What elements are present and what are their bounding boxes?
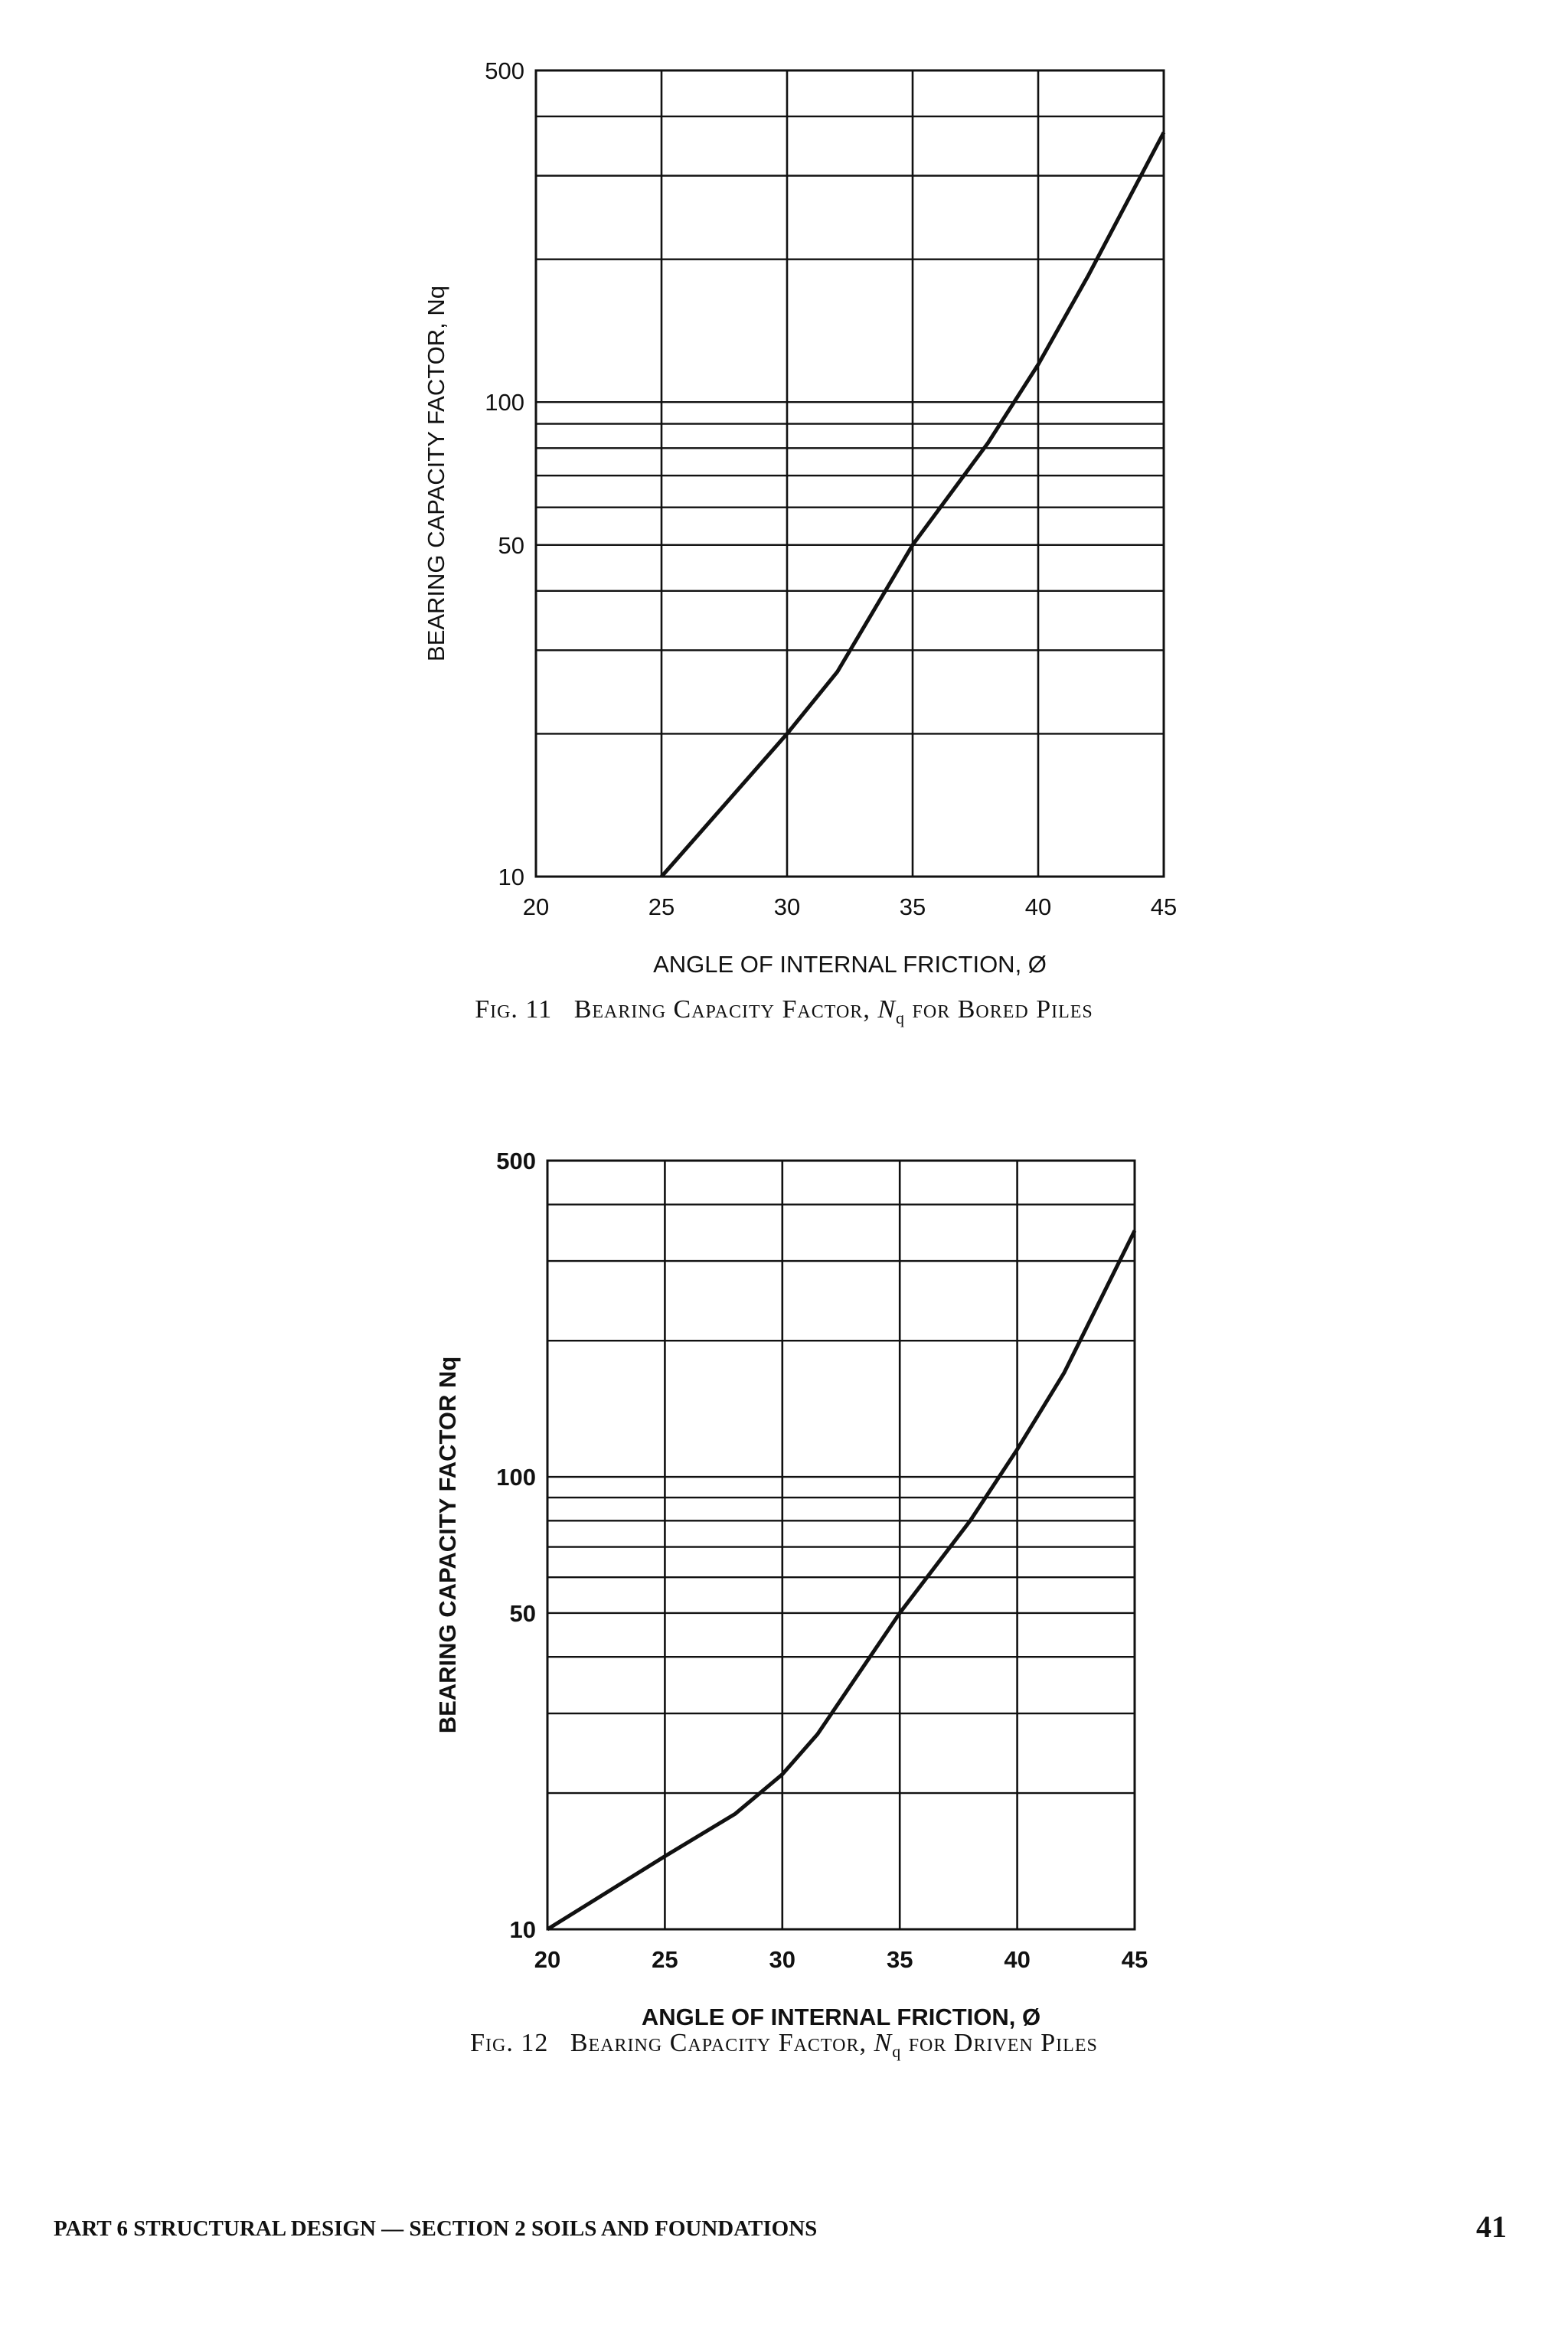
x-tick-label: 45	[1151, 893, 1177, 920]
x-axis-title: ANGLE OF INTERNAL FRICTION, Ø	[642, 2004, 1040, 2030]
running-footer: PART 6 STRUCTURAL DESIGN — SECTION 2 SOI…	[54, 2216, 818, 2241]
y-tick-label: 100	[496, 1464, 536, 1491]
caption-symbol: N	[877, 995, 897, 1024]
caption-prefix: Bearing Capacity Factor,	[570, 2029, 867, 2057]
y-axis-title: BEARING CAPACITY FACTOR Nq	[434, 1357, 461, 1734]
x-tick-label: 45	[1122, 1946, 1148, 1973]
caption-symbol: N	[874, 2029, 893, 2057]
y-tick-label: 10	[498, 864, 524, 890]
caption-suffix: for Bored Piles	[912, 995, 1093, 1024]
caption-prefix: Bearing Capacity Factor,	[573, 995, 871, 1024]
nq-curve-driven	[546, 1230, 1137, 1932]
x-tick-label: 20	[534, 1946, 560, 1973]
x-tick-label: 20	[523, 893, 549, 920]
y-tick-labels: 10 50 100 500	[485, 57, 524, 890]
nq-curve-bored	[660, 131, 1166, 878]
figure-label: Fig. 12	[470, 2029, 549, 2057]
page-number: 41	[1476, 2209, 1507, 2244]
grid	[546, 1159, 1136, 1931]
x-tick-label: 25	[648, 893, 675, 920]
caption-subscript: q	[892, 2041, 902, 2061]
figure-label: Fig. 11	[475, 995, 553, 1024]
x-tick-labels: 20 25 30 35 40 45	[523, 893, 1177, 920]
x-tick-labels: 20 25 30 35 40 45	[534, 1946, 1148, 1973]
figure-caption-12: Fig. 12 Bearing Capacity Factor, Nq for …	[0, 2029, 1568, 2062]
x-tick-label: 40	[1004, 1946, 1030, 1973]
grid	[534, 69, 1165, 878]
x-tick-label: 35	[900, 893, 926, 920]
plot-frame	[546, 1159, 1136, 1931]
x-tick-label: 35	[887, 1946, 913, 1973]
y-tick-labels: 10 50 100 500	[496, 1148, 536, 1943]
chart-fig-12: 20 25 30 35 40 45 10 50 100 500 ANGLE OF INTERNA…	[434, 1148, 1148, 2030]
x-tick-label: 30	[769, 1946, 795, 1973]
y-tick-label: 500	[485, 57, 524, 84]
y-tick-label: 10	[510, 1916, 536, 1943]
y-tick-label: 50	[498, 532, 524, 559]
x-tick-label: 40	[1025, 893, 1051, 920]
x-tick-label: 30	[774, 893, 800, 920]
y-tick-label: 100	[485, 389, 524, 416]
caption-suffix: for Driven Piles	[908, 2029, 1098, 2057]
plot-frame	[534, 69, 1165, 878]
y-tick-label: 500	[496, 1148, 536, 1174]
y-axis-title: BEARING CAPACITY FACTOR, Nq	[423, 286, 449, 661]
x-axis-title: ANGLE OF INTERNAL FRICTION, Ø	[653, 951, 1047, 978]
caption-subscript: q	[896, 1008, 906, 1027]
chart-fig-11: 20 25 30 35 40 45 10 50 100 500 ANGLE OF INTERNA…	[423, 57, 1177, 978]
figure-caption-11: Fig. 11 Bearing Capacity Factor, Nq for …	[0, 995, 1568, 1028]
y-tick-label: 50	[510, 1600, 536, 1627]
x-tick-label: 25	[652, 1946, 678, 1973]
